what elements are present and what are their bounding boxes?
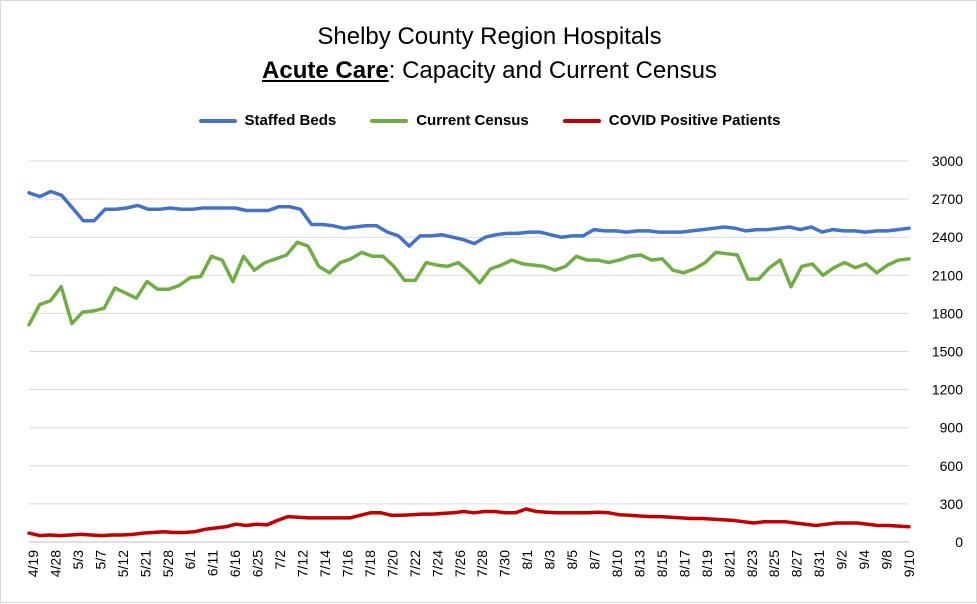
x-tick-label: 5/7 <box>92 550 108 570</box>
chart-title-line1: Shelby County Region Hospitals <box>317 23 662 50</box>
y-tick-label: 3000 <box>932 153 963 169</box>
x-tick-label: 8/5 <box>564 550 580 570</box>
x-tick-label: 8/17 <box>676 550 692 577</box>
x-tick-label: 4/19 <box>25 550 41 577</box>
legend-label-covid-positive: COVID Positive Patients <box>608 112 781 129</box>
x-tick-label: 8/1 <box>519 550 535 570</box>
chart-title: Shelby County Region Hospitals <box>1 23 977 51</box>
x-tick-label: 5/12 <box>115 550 131 577</box>
x-tick-label: 8/21 <box>721 550 737 577</box>
y-tick-label: 0 <box>955 534 963 550</box>
legend-swatch-covid-positive <box>562 118 601 123</box>
chart-subtitle: Acute Care: Capacity and Current Census <box>1 57 977 85</box>
x-tick-label: 8/13 <box>631 550 647 577</box>
x-tick-label: 5/28 <box>160 550 176 577</box>
x-tick-label: 7/12 <box>295 550 311 577</box>
x-tick-label: 9/2 <box>834 550 850 570</box>
x-tick-label: 9/4 <box>856 550 872 570</box>
x-tick-label: 7/18 <box>362 550 378 577</box>
x-tick-label: 4/28 <box>47 550 63 577</box>
y-tick-label: 1500 <box>932 344 963 360</box>
x-tick-label: 7/20 <box>384 550 400 577</box>
x-tick-label: 7/16 <box>339 550 355 577</box>
x-tick-label: 6/11 <box>205 550 221 576</box>
x-tick-label: 9/10 <box>901 550 917 577</box>
y-tick-label: 300 <box>940 496 964 512</box>
legend-item-covid-positive: COVID Positive Patients <box>562 112 781 129</box>
y-tick-label: 1200 <box>932 382 963 398</box>
x-tick-label: 9/8 <box>879 550 895 570</box>
x-tick-label: 8/27 <box>789 550 805 577</box>
legend-swatch-staffed-beds <box>198 118 237 123</box>
legend-label-staffed-beds: Staffed Beds <box>244 112 337 129</box>
y-tick-label: 2400 <box>932 229 963 245</box>
series-line-current-census <box>27 240 911 327</box>
y-tick-label: 1800 <box>932 305 963 321</box>
legend-item-staffed-beds: Staffed Beds <box>198 112 337 129</box>
x-tick-label: 7/26 <box>452 550 468 577</box>
chart-subtitle-bold: Acute Care <box>262 57 389 84</box>
x-tick-label: 7/24 <box>429 550 445 577</box>
x-tick-label: 8/7 <box>587 550 603 570</box>
x-tick-label: 7/2 <box>272 550 288 570</box>
series-line-staffed-beds <box>27 189 911 248</box>
x-tick-label: 7/30 <box>497 550 513 577</box>
x-tick-label: 8/25 <box>766 550 782 577</box>
x-tick-label: 7/28 <box>474 550 490 577</box>
x-tick-label: 5/3 <box>70 550 86 570</box>
series-line-covid-positive-patients <box>27 507 911 538</box>
x-tick-label: 8/15 <box>654 550 670 577</box>
y-tick-label: 2100 <box>932 267 963 283</box>
x-tick-label: 8/3 <box>542 550 558 570</box>
y-tick-label: 2700 <box>932 191 963 207</box>
y-tick-label: 600 <box>940 458 964 474</box>
x-tick-label: 7/22 <box>407 550 423 577</box>
x-tick-label: 6/1 <box>182 550 198 570</box>
x-tick-label: 8/23 <box>744 550 760 577</box>
x-tick-label: 6/25 <box>250 550 266 577</box>
y-tick-label: 900 <box>940 420 964 436</box>
x-tick-label: 8/19 <box>699 550 715 577</box>
x-tick-label: 6/16 <box>227 550 243 577</box>
legend-label-current-census: Current Census <box>416 112 529 129</box>
chart-subtitle-rest: : Capacity and Current Census <box>388 57 717 84</box>
x-tick-label: 8/31 <box>811 550 827 577</box>
legend-swatch-current-census <box>370 118 409 123</box>
x-tick-label: 5/21 <box>137 550 153 577</box>
legend-item-current-census: Current Census <box>370 112 529 129</box>
x-tick-label: 7/14 <box>317 550 333 577</box>
x-tick-label: 8/10 <box>609 550 625 577</box>
legend: Staffed Beds Current Census COVID Positi… <box>1 112 977 129</box>
